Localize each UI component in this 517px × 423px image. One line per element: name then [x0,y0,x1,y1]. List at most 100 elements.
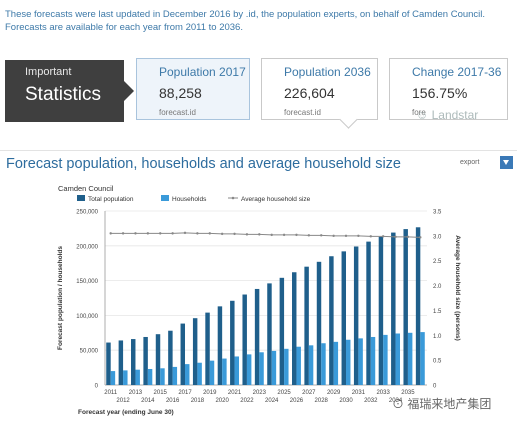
x-tick-label: 2026 [290,398,304,404]
x-tick-label: 2013 [129,390,143,396]
total-population-bar [143,336,148,385]
avg-household-size-point [208,232,211,235]
households-bar [110,371,116,385]
card-population-2036[interactable]: Population 2036 226,604 forecast.id [261,58,378,129]
households-bar [383,334,388,385]
total-population-bar [242,294,247,385]
avg-household-size-point [245,233,249,236]
households-bar [296,346,301,385]
total-population-bar [353,246,359,385]
card-source: forecast.id [284,108,321,117]
avg-household-size-point [357,234,360,238]
avg-household-size-point [295,233,298,237]
avg-household-size-point [419,236,422,239]
y-tick-label: 150,000 [76,279,98,285]
avg-household-size-line [110,232,421,238]
chart-title: Forecast population, households and aver… [6,156,401,172]
avg-household-size-point [196,232,199,235]
households-bar [197,362,202,385]
legend-marker [231,196,235,200]
avg-household-size-point [307,234,311,237]
card-population-2017[interactable]: Population 2017 88,258 forecast.id [136,58,250,120]
card-source: forecast.id [159,108,196,117]
y2-tick-label: 0 [433,384,437,390]
x-tick-label: 2024 [265,398,279,404]
legend-swatch [77,195,85,201]
x-tick-label: 2030 [339,398,353,404]
households-bar [135,369,140,385]
households-bar [185,364,190,385]
x-tick-label: 2025 [277,390,291,396]
households-bar [160,368,165,385]
y-tick-label: 0 [95,384,99,390]
avg-household-size-point [183,231,187,235]
households-bar [407,332,413,385]
intro-text: These forecasts were last updated in Dec… [5,9,486,33]
x-tick-label: 2032 [364,398,378,404]
card-value: 156.75% [412,85,468,101]
avg-household-size-point [369,235,372,238]
y-tick-label: 100,000 [76,314,98,320]
avg-household-size-point [134,232,137,235]
total-population-bar [267,283,272,385]
households-bar [346,339,351,385]
total-population-bar [192,318,198,385]
avg-household-size-point [332,234,335,238]
total-population-bar [254,288,260,385]
card-change-2017-36[interactable]: Change 2017-36 156.75% fore [389,58,508,120]
total-population-bar [205,312,210,385]
card-value: 88,258 [159,85,202,101]
y2-tick-label: 2.0 [433,284,442,290]
x-tick-label: 2022 [240,398,254,404]
x-tick-label: 2015 [154,390,168,396]
important-statistics-box: Important Statistics [5,60,134,122]
card-value: 226,604 [284,85,335,101]
households-bar [172,366,178,385]
avg-household-size-point [282,233,286,237]
x-tick-label: 2012 [116,398,130,404]
households-bar [259,352,264,385]
x-tick-label: 2017 [178,390,192,396]
total-population-bar [118,340,124,385]
total-population-bar [180,323,186,385]
x-tick-label: 2021 [228,390,242,396]
avg-household-size-point [344,234,348,238]
x-tick-label: 2019 [203,390,217,396]
total-population-bar [131,339,136,385]
legend-label: Total population [88,196,134,203]
legend-label: Average household size [241,196,311,203]
card-label: Population 2017 [159,65,246,79]
total-population-bar [279,277,285,385]
x-tick-label: 2018 [191,398,205,404]
x-tick-label: 2033 [376,390,390,396]
avg-household-size-point [220,232,224,236]
y2-tick-label: 3.0 [433,234,442,240]
x-tick-label: 2031 [352,390,366,396]
total-population-bar [106,342,111,385]
export-label[interactable]: export [460,159,480,166]
y2-tick-label: 1.5 [433,309,442,315]
households-bar [271,350,277,385]
total-population-bar [403,229,408,385]
avg-household-size-point [121,232,125,235]
total-population-bar [341,251,347,385]
export-dropdown-button[interactable] [500,156,513,169]
avg-household-size-point [146,232,150,235]
total-population-bar [391,232,396,385]
card-source: fore [412,108,426,117]
x-tick-label: 2016 [166,398,180,404]
households-bar [358,338,363,385]
total-population-bar [378,236,384,385]
y-tick-label: 200,000 [76,244,98,250]
total-population-bar [217,306,223,385]
avg-household-size-point [159,232,162,235]
avg-household-size-point [394,235,397,239]
households-bar [420,332,425,385]
avg-household-size-point [381,235,385,238]
total-population-bar [292,272,297,385]
x-tick-label: 2020 [215,398,229,404]
y2-tick-label: 1.0 [433,334,442,340]
households-bar [234,356,240,385]
y-tick-label: 50,000 [80,349,99,355]
